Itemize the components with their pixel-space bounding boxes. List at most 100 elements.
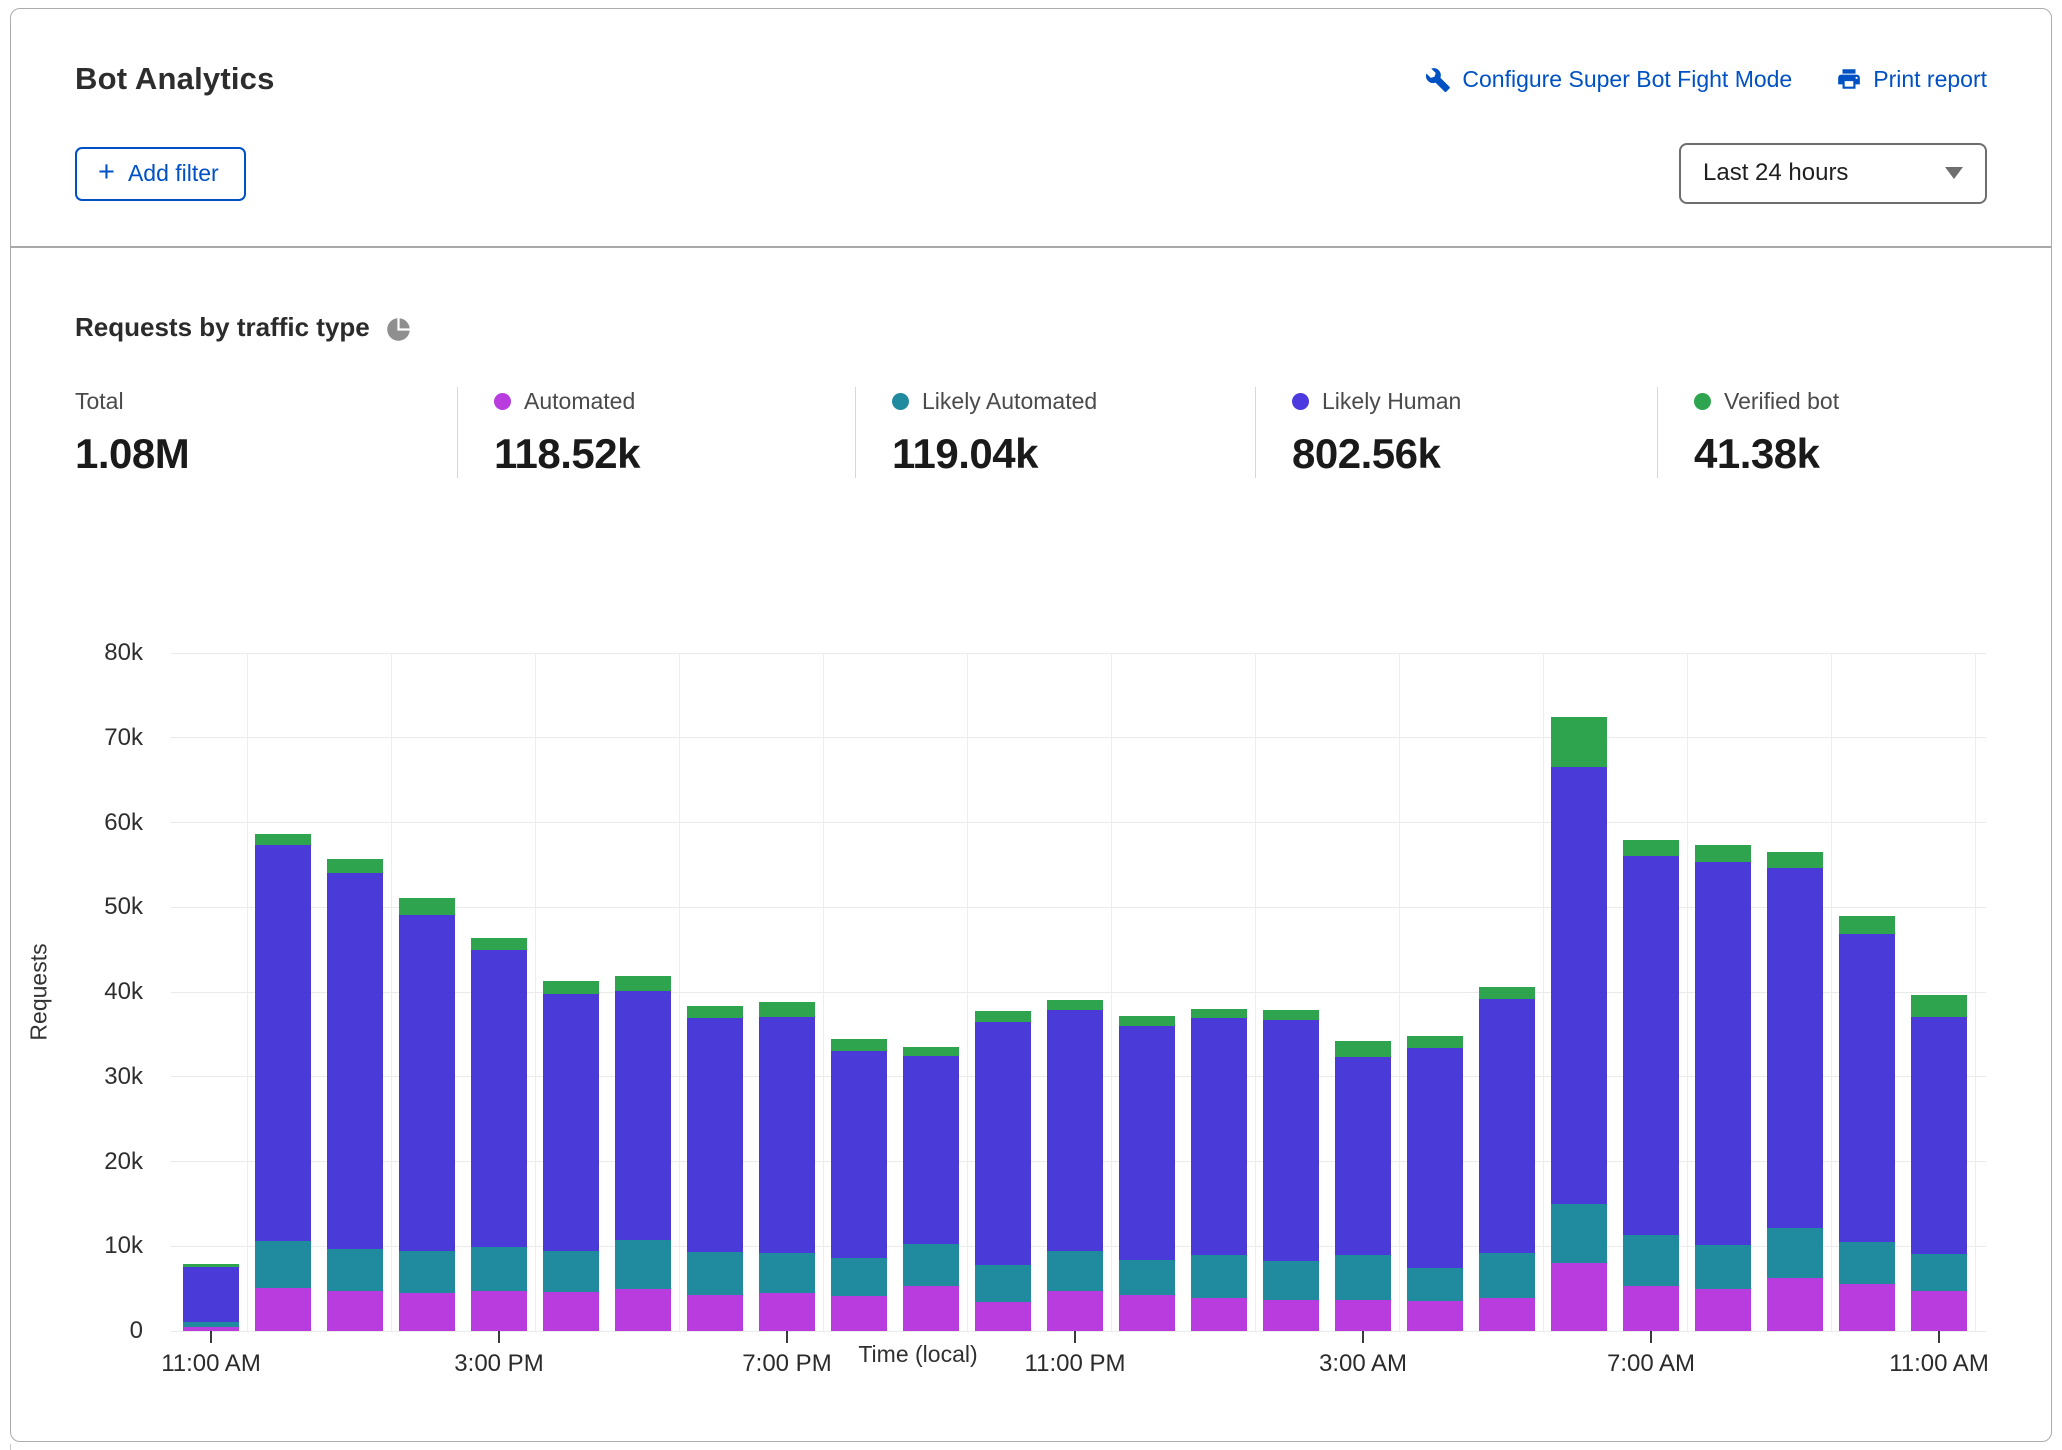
segment-verified-bot[interactable] (1623, 840, 1679, 856)
bar-10-00-pm[interactable] (975, 1010, 1031, 1331)
segment-likely-automated[interactable] (399, 1250, 455, 1293)
segment-automated[interactable] (975, 1302, 1031, 1331)
segment-automated[interactable] (543, 1292, 599, 1331)
bar-2-00-pm[interactable] (399, 897, 455, 1331)
segment-verified-bot[interactable] (1695, 844, 1751, 863)
segment-likely-human[interactable] (615, 991, 671, 1241)
bar-6-00-pm[interactable] (687, 1005, 743, 1331)
segment-automated[interactable] (1191, 1297, 1247, 1331)
segment-likely-human[interactable] (1623, 855, 1679, 1236)
segment-likely-human[interactable] (327, 872, 383, 1249)
segment-likely-automated[interactable] (759, 1253, 815, 1293)
bar-4-00-pm[interactable] (543, 981, 599, 1331)
segment-likely-human[interactable] (1695, 862, 1751, 1245)
segment-verified-bot[interactable] (1047, 999, 1103, 1010)
segment-verified-bot[interactable] (615, 975, 671, 992)
bar-1-00-pm[interactable] (327, 858, 383, 1331)
segment-verified-bot[interactable] (1551, 716, 1607, 768)
bar-1-00-am[interactable] (1191, 1008, 1247, 1331)
bar-12-00-pm[interactable] (255, 833, 311, 1331)
segment-likely-automated[interactable] (1623, 1235, 1679, 1287)
segment-likely-automated[interactable] (1695, 1244, 1751, 1289)
segment-likely-automated[interactable] (543, 1251, 599, 1293)
segment-likely-human[interactable] (543, 993, 599, 1252)
segment-automated[interactable] (327, 1291, 383, 1331)
segment-verified-bot[interactable] (759, 1002, 815, 1017)
segment-likely-automated[interactable] (1911, 1253, 1967, 1292)
segment-likely-human[interactable] (399, 914, 455, 1251)
bar-6-00-am[interactable] (1551, 716, 1607, 1331)
segment-verified-bot[interactable] (543, 981, 599, 994)
segment-automated[interactable] (1119, 1295, 1175, 1331)
segment-likely-automated[interactable] (615, 1240, 671, 1290)
segment-verified-bot[interactable] (1911, 995, 1967, 1017)
segment-likely-automated[interactable] (183, 1322, 239, 1328)
segment-likely-automated[interactable] (1263, 1260, 1319, 1300)
segment-verified-bot[interactable] (1767, 852, 1823, 869)
segment-likely-automated[interactable] (687, 1252, 743, 1296)
bar-11-00-am[interactable] (1911, 995, 1967, 1331)
segment-likely-human[interactable] (255, 845, 311, 1242)
bar-11-00-am[interactable] (183, 1264, 239, 1331)
segment-automated[interactable] (687, 1295, 743, 1331)
segment-likely-human[interactable] (1119, 1025, 1175, 1260)
segment-likely-automated[interactable] (975, 1264, 1031, 1303)
bar-3-00-pm[interactable] (471, 937, 527, 1331)
segment-automated[interactable] (1767, 1278, 1823, 1331)
segment-automated[interactable] (1263, 1299, 1319, 1331)
bar-4-00-am[interactable] (1407, 1036, 1463, 1331)
time-range-select[interactable]: Last 24 hours (1679, 143, 1987, 204)
segment-likely-automated[interactable] (1839, 1242, 1895, 1285)
segment-likely-human[interactable] (687, 1018, 743, 1253)
bar-3-00-am[interactable] (1335, 1041, 1391, 1331)
bar-8-00-pm[interactable] (831, 1038, 887, 1331)
segment-verified-bot[interactable] (975, 1010, 1031, 1022)
segment-likely-automated[interactable] (831, 1258, 887, 1297)
segment-likely-human[interactable] (831, 1050, 887, 1259)
segment-likely-human[interactable] (903, 1055, 959, 1244)
segment-likely-automated[interactable] (1551, 1203, 1607, 1264)
segment-verified-bot[interactable] (903, 1047, 959, 1056)
segment-verified-bot[interactable] (399, 897, 455, 915)
segment-likely-automated[interactable] (471, 1247, 527, 1292)
segment-verified-bot[interactable] (1407, 1036, 1463, 1048)
segment-automated[interactable] (1047, 1291, 1103, 1331)
segment-likely-human[interactable] (471, 950, 527, 1248)
segment-automated[interactable] (1551, 1263, 1607, 1331)
print-report-link[interactable]: Print report (1836, 66, 1987, 93)
segment-automated[interactable] (471, 1291, 527, 1331)
segment-likely-human[interactable] (1911, 1016, 1967, 1254)
segment-likely-automated[interactable] (1479, 1253, 1535, 1298)
bar-9-00-pm[interactable] (903, 1047, 959, 1331)
segment-likely-human[interactable] (759, 1016, 815, 1254)
segment-likely-automated[interactable] (903, 1243, 959, 1287)
segment-likely-automated[interactable] (1407, 1268, 1463, 1301)
bar-5-00-am[interactable] (1479, 986, 1535, 1331)
segment-likely-human[interactable] (1479, 998, 1535, 1254)
segment-verified-bot[interactable] (1191, 1008, 1247, 1019)
segment-verified-bot[interactable] (831, 1038, 887, 1051)
segment-automated[interactable] (1479, 1297, 1535, 1331)
segment-automated[interactable] (1839, 1284, 1895, 1331)
bar-12-00-am[interactable] (1119, 1015, 1175, 1331)
segment-automated[interactable] (255, 1287, 311, 1331)
segment-verified-bot[interactable] (687, 1005, 743, 1019)
segment-automated[interactable] (759, 1292, 815, 1331)
bar-5-00-pm[interactable] (615, 975, 671, 1331)
segment-automated[interactable] (615, 1289, 671, 1331)
bar-2-00-am[interactable] (1263, 1009, 1319, 1331)
add-filter-button[interactable]: + Add filter (75, 146, 246, 201)
segment-verified-bot[interactable] (1119, 1015, 1175, 1026)
segment-likely-automated[interactable] (1767, 1228, 1823, 1279)
bar-10-00-am[interactable] (1839, 915, 1895, 1331)
segment-verified-bot[interactable] (471, 937, 527, 951)
segment-likely-human[interactable] (1335, 1057, 1391, 1255)
segment-verified-bot[interactable] (327, 858, 383, 873)
segment-likely-human[interactable] (1047, 1009, 1103, 1252)
segment-likely-automated[interactable] (1119, 1259, 1175, 1296)
segment-automated[interactable] (1695, 1288, 1751, 1331)
segment-likely-human[interactable] (1551, 767, 1607, 1204)
bar-8-00-am[interactable] (1695, 844, 1751, 1331)
segment-automated[interactable] (1623, 1286, 1679, 1331)
segment-likely-automated[interactable] (255, 1241, 311, 1288)
